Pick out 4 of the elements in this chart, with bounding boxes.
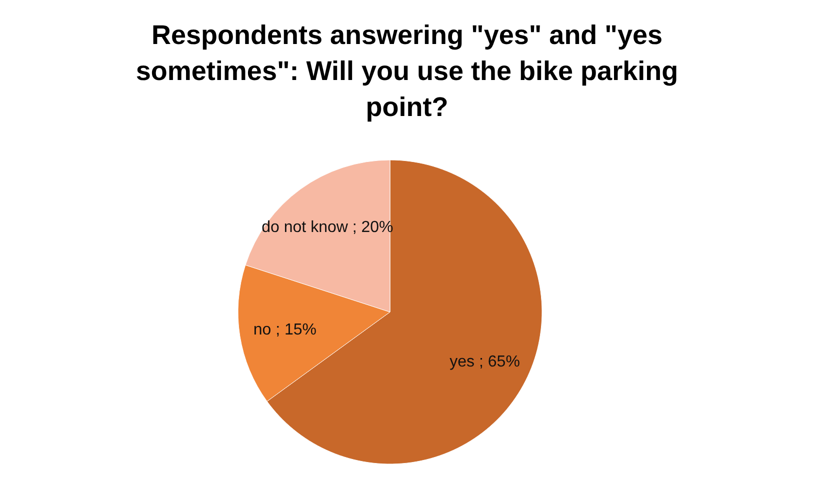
- slice-label: yes ; 65%: [450, 353, 520, 370]
- slice-label: no ; 15%: [253, 322, 316, 339]
- chart-title: Respondents answering "yes" and "yes sometimes": Will you use the bike parking point?: [136, 20, 678, 122]
- slice-label: do not know ; 20%: [262, 218, 394, 236]
